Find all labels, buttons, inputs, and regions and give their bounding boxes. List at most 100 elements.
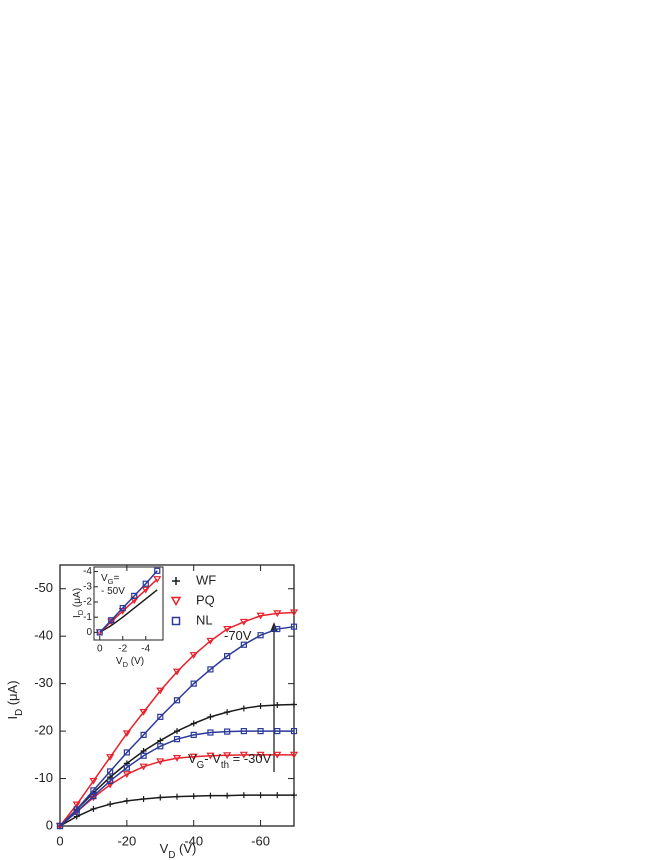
marker bbox=[90, 805, 97, 812]
marker bbox=[206, 752, 215, 760]
text-part: D bbox=[123, 660, 129, 669]
inset-curve bbox=[99, 589, 158, 634]
marker bbox=[106, 754, 115, 761]
inset-x-tick-label: -4 bbox=[141, 644, 150, 655]
marker bbox=[156, 758, 165, 766]
marker bbox=[291, 792, 297, 799]
text-part: (V) bbox=[128, 656, 144, 667]
marker bbox=[107, 774, 114, 781]
y-tick-label: -40 bbox=[34, 628, 53, 643]
marker bbox=[173, 697, 181, 704]
legend-marker bbox=[172, 577, 180, 585]
text-part: V bbox=[160, 841, 169, 856]
marker bbox=[142, 580, 149, 587]
marker bbox=[90, 787, 97, 794]
marker bbox=[207, 666, 214, 673]
y-axis-label: ID (μA) bbox=[5, 680, 25, 719]
legend-marker bbox=[171, 616, 181, 626]
marker bbox=[274, 727, 281, 735]
marker bbox=[274, 792, 281, 799]
marker bbox=[140, 752, 147, 759]
y-tick-label: -10 bbox=[34, 770, 53, 785]
marker bbox=[123, 764, 130, 771]
text-part: (μA) bbox=[72, 588, 83, 610]
marker bbox=[223, 625, 232, 633]
marker bbox=[256, 751, 265, 759]
marker bbox=[96, 629, 103, 636]
marker bbox=[174, 793, 180, 800]
legend-marker bbox=[170, 596, 182, 607]
marker bbox=[207, 729, 214, 736]
text-part: - V bbox=[204, 751, 221, 766]
marker bbox=[257, 702, 264, 709]
x-tick-label: 0 bbox=[56, 833, 63, 848]
marker bbox=[107, 768, 114, 775]
marker bbox=[131, 592, 138, 599]
curve bbox=[59, 794, 294, 827]
marker bbox=[224, 728, 231, 735]
text-part: (V) bbox=[175, 841, 196, 856]
marker bbox=[207, 792, 214, 799]
legend-label: PQ bbox=[196, 592, 215, 607]
inset-note: VG= bbox=[101, 573, 120, 587]
plot-frame bbox=[59, 564, 295, 827]
marker bbox=[256, 612, 265, 620]
marker bbox=[206, 637, 215, 645]
text-part: V bbox=[101, 573, 108, 584]
annotation: VG- Vth = -30V bbox=[188, 751, 272, 771]
marker bbox=[139, 709, 148, 716]
marker bbox=[224, 792, 231, 799]
annotation: -70V bbox=[224, 628, 252, 643]
text-part: I bbox=[5, 716, 20, 720]
y-tick-label: -50 bbox=[34, 580, 53, 595]
curve bbox=[59, 611, 295, 827]
text-part: V bbox=[188, 751, 197, 766]
marker bbox=[72, 801, 81, 809]
marker bbox=[289, 609, 299, 617]
marker bbox=[90, 793, 97, 800]
legend-label: NL bbox=[196, 612, 213, 627]
marker bbox=[73, 808, 80, 815]
curve bbox=[59, 730, 294, 827]
x-tick-label: -60 bbox=[251, 833, 270, 848]
marker bbox=[157, 794, 164, 801]
inset-x-tick-label: -2 bbox=[118, 644, 127, 655]
marker bbox=[89, 777, 98, 785]
marker bbox=[223, 752, 232, 759]
text-part: G bbox=[197, 760, 205, 771]
marker bbox=[141, 586, 150, 594]
marker bbox=[139, 763, 148, 771]
y-tick-label: 0 bbox=[46, 817, 53, 832]
marker bbox=[157, 713, 164, 720]
marker bbox=[107, 801, 114, 808]
marker bbox=[172, 668, 182, 676]
marker bbox=[173, 736, 181, 743]
marker bbox=[106, 781, 115, 789]
marker bbox=[189, 753, 198, 761]
marker bbox=[123, 797, 130, 804]
marker bbox=[189, 652, 198, 659]
marker bbox=[257, 792, 264, 799]
inset-y-tick-label: -4 bbox=[83, 566, 92, 577]
legend-label: WF bbox=[196, 572, 216, 587]
inset-y-tick-label: -1 bbox=[83, 612, 92, 623]
marker bbox=[157, 743, 164, 750]
text-part: - 50V bbox=[101, 586, 125, 597]
marker bbox=[257, 632, 264, 639]
text-part: = -30V bbox=[229, 751, 272, 766]
marker bbox=[56, 822, 64, 830]
marker bbox=[190, 793, 197, 800]
inset-x-tick-label: 0 bbox=[97, 644, 103, 655]
marker bbox=[140, 731, 147, 738]
x-tick-label: -20 bbox=[117, 833, 136, 848]
marker bbox=[156, 687, 165, 695]
y-tick-label: -20 bbox=[34, 723, 53, 738]
text-part: V bbox=[116, 656, 123, 667]
marker bbox=[190, 731, 197, 738]
inset-x-label: VD (V) bbox=[116, 656, 144, 670]
text-part: (μA) bbox=[5, 680, 20, 708]
text-part: D bbox=[168, 850, 175, 860]
marker bbox=[239, 618, 248, 626]
marker bbox=[291, 701, 297, 708]
marker bbox=[240, 705, 247, 712]
